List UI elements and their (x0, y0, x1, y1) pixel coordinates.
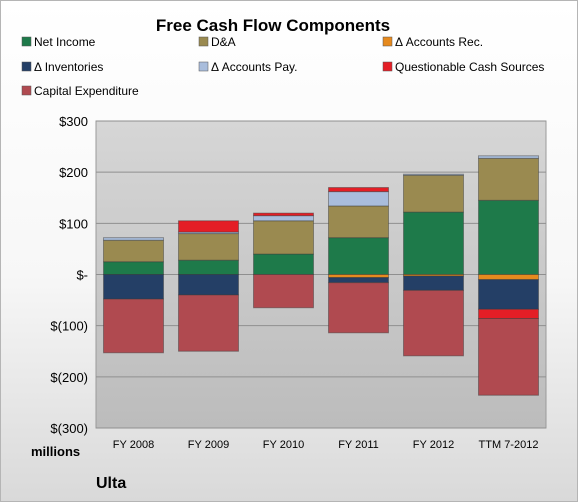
legend: Net Income D&A Δ Accounts Rec. Δ Inventorie… (21, 35, 544, 98)
y-tick-label: $300 (59, 114, 88, 129)
legend-label: D&A (211, 35, 236, 49)
x-tick-label: FY 2008 (113, 439, 154, 451)
bar-questionable-cash-sources-fy-2010 (253, 212, 314, 217)
bars (103, 155, 539, 396)
bar-capital-expenditure-fy-2009 (178, 294, 239, 352)
bar-capital-expenditure-fy-2011 (328, 282, 389, 334)
x-tick-label: FY 2009 (188, 439, 229, 451)
legend-item-d-a: D&A (198, 35, 236, 49)
legend-item-delta-inventories: Δ Inventories (21, 60, 103, 74)
bar-delta-accounts-rec-ttm-7-2012 (478, 274, 539, 281)
bar-questionable-cash-sources-fy-2009 (178, 220, 239, 233)
legend-swatch (21, 61, 32, 72)
chart-title: Free Cash Flow Components (156, 16, 390, 35)
bar-delta-inventories-ttm-7-2012 (478, 279, 539, 310)
legend-label: Questionable Cash Sources (395, 60, 544, 74)
company-label: Ulta (96, 475, 126, 492)
legend-item-delta-accounts-rec: Δ Accounts Rec. (382, 35, 483, 49)
legend-item-net-income: Net Income (21, 35, 96, 49)
bar-d-a-fy-2012 (403, 174, 464, 213)
y-tick-label: $200 (59, 165, 88, 180)
y-tick-label: $(100) (50, 319, 88, 334)
legend-label: Δ Inventories (34, 60, 103, 74)
bar-d-a-fy-2011 (328, 205, 389, 239)
y-tick-label: $- (76, 268, 88, 283)
bar-delta-accounts-pay-fy-2012 (403, 173, 464, 176)
x-tick-label: FY 2010 (263, 439, 304, 451)
legend-label: Net Income (34, 35, 96, 49)
bar-d-a-fy-2008 (103, 239, 164, 263)
bar-delta-inventories-fy-2011 (328, 277, 389, 284)
unit-label: millions (31, 444, 80, 459)
legend-item-questionable-cash-sources: Questionable Cash Sources (382, 60, 544, 74)
bar-net-income-fy-2012 (403, 211, 464, 275)
bar-delta-accounts-pay-fy-2008 (103, 237, 164, 241)
bar-delta-inventories-fy-2008 (103, 274, 164, 300)
bar-delta-accounts-pay-ttm-7-2012 (478, 155, 539, 159)
x-axis: FY 2008 FY 2009 FY 2010 FY 2011 FY 2012 TTM 7… (113, 439, 539, 451)
bar-capital-expenditure-fy-2010 (253, 274, 314, 309)
legend-swatch (21, 85, 32, 96)
bar-delta-accounts-pay-fy-2011 (328, 191, 389, 207)
bar-capital-expenditure-ttm-7-2012 (478, 318, 539, 396)
legend-label: Capital Expenditure (34, 84, 139, 98)
legend-swatch (198, 61, 209, 72)
bar-capital-expenditure-fy-2012 (403, 289, 464, 357)
legend-swatch (382, 61, 393, 72)
x-tick-label: FY 2011 (338, 439, 379, 451)
y-tick-label: $(300) (50, 421, 88, 436)
bar-questionable-cash-sources-fy-2011 (328, 187, 389, 193)
legend-swatch (21, 36, 32, 47)
legend-label: Δ Accounts Rec. (395, 35, 483, 49)
x-tick-label: TTM 7-2012 (479, 439, 539, 451)
bar-d-a-fy-2010 (253, 220, 314, 255)
bar-net-income-fy-2008 (103, 261, 164, 276)
y-tick-label: $100 (59, 216, 88, 231)
bar-delta-inventories-fy-2009 (178, 274, 239, 296)
bar-delta-inventories-fy-2012 (403, 275, 464, 291)
bar-d-a-fy-2009 (178, 233, 239, 261)
legend-swatch (198, 36, 209, 47)
gridlines (96, 120, 546, 429)
legend-swatch (382, 36, 393, 47)
y-tick-label: $(200) (50, 370, 88, 385)
y-axis: $300 $200 $100 $- $(100) $(200) $(300) (50, 114, 88, 436)
bar-questionable-cash-sources-ttm-7-2012 (478, 308, 539, 320)
bar-net-income-ttm-7-2012 (478, 199, 539, 275)
bar-net-income-fy-2009 (178, 259, 239, 276)
legend-item-capital-expenditure: Capital Expenditure (21, 84, 139, 98)
legend-item-delta-accounts-pay: Δ Accounts Pay. (198, 60, 298, 74)
legend-label: Δ Accounts Pay. (211, 60, 298, 74)
bar-d-a-ttm-7-2012 (478, 157, 539, 201)
x-tick-label: FY 2012 (413, 439, 454, 451)
bar-net-income-fy-2010 (253, 253, 314, 276)
bar-net-income-fy-2011 (328, 237, 389, 276)
bar-delta-accounts-pay-fy-2010 (253, 215, 314, 222)
bar-capital-expenditure-fy-2008 (103, 298, 164, 354)
